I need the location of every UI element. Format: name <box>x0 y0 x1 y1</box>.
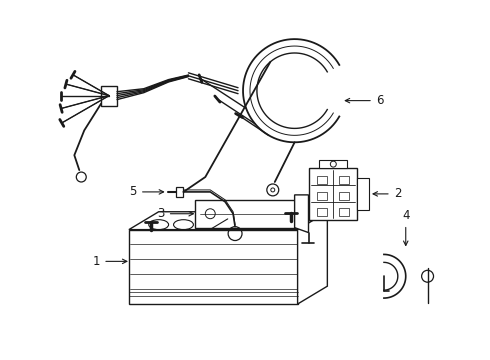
Text: 2: 2 <box>394 188 401 201</box>
Polygon shape <box>129 230 297 304</box>
Polygon shape <box>101 86 117 105</box>
Polygon shape <box>196 200 294 228</box>
Text: 5: 5 <box>129 185 137 198</box>
Polygon shape <box>310 168 357 220</box>
Text: 4: 4 <box>402 209 410 222</box>
Text: 3: 3 <box>157 207 165 220</box>
Text: 6: 6 <box>376 94 384 107</box>
Polygon shape <box>129 212 327 230</box>
Polygon shape <box>297 212 327 304</box>
Polygon shape <box>175 187 183 197</box>
Polygon shape <box>294 195 309 233</box>
Text: 1: 1 <box>93 255 100 268</box>
Polygon shape <box>319 160 347 168</box>
Polygon shape <box>357 178 369 210</box>
